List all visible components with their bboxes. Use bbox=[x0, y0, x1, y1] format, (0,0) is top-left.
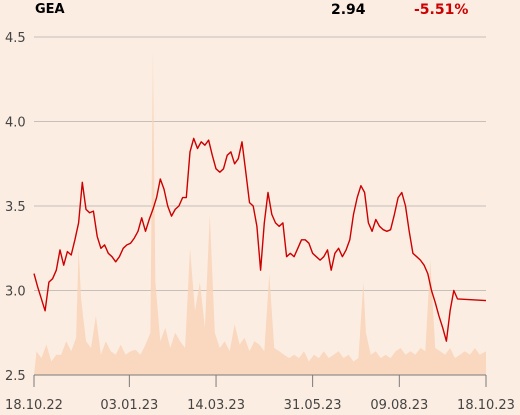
x-tick-label: 09.08.23 bbox=[370, 398, 428, 413]
y-tick-label: 3.5 bbox=[5, 200, 26, 215]
x-tick-label: 18.10.23 bbox=[457, 398, 515, 413]
price-line bbox=[33, 137, 487, 342]
y-tick-label: 3.0 bbox=[5, 285, 26, 300]
x-tick-label: 31.05.23 bbox=[284, 398, 342, 413]
price-change: -5.51% bbox=[414, 2, 469, 18]
y-tick-label: 4.0 bbox=[5, 116, 26, 131]
x-tick-label: 14.03.23 bbox=[187, 398, 245, 413]
x-tick-label: 03.01.23 bbox=[100, 398, 158, 413]
x-tick-label: 18.10.22 bbox=[5, 398, 63, 413]
y-tick-label: 2.5 bbox=[5, 369, 26, 384]
last-price: 2.94 bbox=[331, 2, 366, 18]
quote-header: GEA 2.94 -5.51% bbox=[0, 0, 520, 22]
volume-area bbox=[34, 50, 486, 375]
ticker-symbol: GEA bbox=[35, 2, 65, 17]
y-tick-label: 4.5 bbox=[5, 31, 26, 46]
